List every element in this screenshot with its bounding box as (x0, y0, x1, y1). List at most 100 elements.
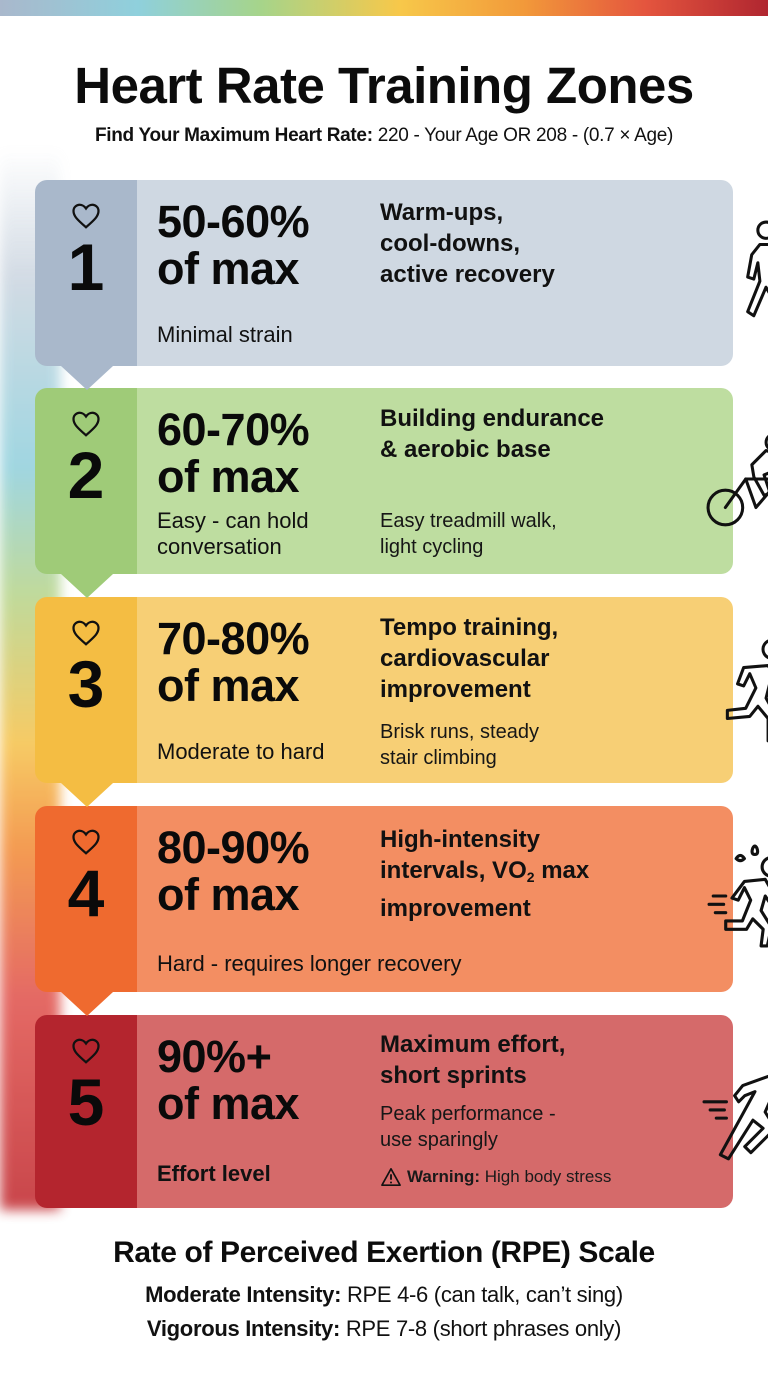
zone-number: 4 (67, 856, 105, 930)
heart-outline-icon (72, 1038, 100, 1064)
zone-purpose: High-intensity intervals, VO2 max improv… (380, 824, 589, 924)
zone-pointer (61, 992, 113, 1016)
zone-tab-3: 3 (35, 597, 137, 807)
of-max-label: of max (157, 869, 300, 920)
of-max-label: of max (157, 1078, 300, 1129)
zone-body-3: 70-80% of max Moderate to hard Tempo tra… (137, 597, 768, 783)
example-line: stair climbing (380, 747, 497, 769)
effort-description: Hard - requires longer recovery (157, 951, 462, 976)
subscript-2: 2 (526, 869, 535, 885)
example-line: Peak performance - (380, 1103, 556, 1125)
purpose-line: & aerobic base (380, 436, 551, 463)
zone-card-4: 4 80-90% of max Hard - requires longer r… (35, 806, 768, 1016)
purpose-line: short sprints (380, 1062, 527, 1089)
purpose-line: Building endurance (380, 405, 605, 432)
of-max-label: of max (157, 243, 300, 294)
rpe-vigorous-text: RPE 7-8 (short phrases only) (340, 1316, 622, 1341)
zone-percent: 50-60% of max (157, 196, 310, 294)
rpe-title: Rate of Perceived Exertion (RPE) Scale (113, 1236, 655, 1269)
zone-card-5: 5 90%+ of max Effort level Maximum effor… (35, 1015, 768, 1208)
percent-range: 50-60% (157, 196, 310, 247)
rpe-moderate-label: Moderate Intensity: (145, 1282, 342, 1307)
percent-range: 70-80% (157, 613, 310, 664)
example-line: Easy treadmill walk, (380, 510, 557, 532)
effort-line: Easy - can hold (157, 508, 309, 533)
effort-description: Easy - can hold conversation (157, 508, 309, 560)
purpose-line: intervals, VO2 max (380, 855, 589, 893)
zone-body-5: 90%+ of max Effort level Maximum effort,… (137, 1015, 768, 1208)
rpe-moderate-text: RPE 4-6 (can talk, can’t sing) (341, 1282, 623, 1307)
running-person-icon (725, 639, 768, 743)
purpose-line: cardiovascular (380, 645, 550, 672)
zone-purpose: Maximum effort, short sprints (380, 1029, 565, 1091)
purpose-line: improvement (380, 676, 531, 703)
zone-purpose: Warm-ups, cool-downs, active recovery (380, 197, 555, 290)
cycling-person-icon (706, 434, 768, 527)
zone-tab-1: 1 (35, 180, 137, 390)
zone-body-2: 60-70% of max Easy - can hold conversati… (137, 388, 768, 574)
rpe-vigorous: Vigorous Intensity: RPE 7-8 (short phras… (0, 1316, 768, 1342)
heart-outline-icon (72, 829, 100, 855)
zone-percent: 60-70% of max (157, 404, 310, 502)
example-line: light cycling (380, 536, 484, 558)
purpose-line: cool-downs, (380, 230, 520, 257)
zone-percent: 70-80% of max (157, 613, 310, 711)
page-title: Heart Rate Training Zones (74, 57, 694, 114)
example-activities: Easy treadmill walk, light cycling (380, 508, 557, 560)
zone-percent: 80-90% of max (157, 822, 310, 920)
percent-range: 80-90% (157, 822, 310, 873)
zone-card-3: 3 70-80% of max Moderate to hard Tempo t… (35, 597, 768, 807)
rpe-moderate: Moderate Intensity: RPE 4-6 (can talk, c… (0, 1282, 768, 1308)
heart-outline-icon (72, 411, 100, 437)
sprinting-person-icon (702, 1074, 768, 1161)
warning-label: Warning: (407, 1167, 481, 1186)
purpose-line: active recovery (380, 261, 555, 288)
zone-card-2: 2 60-70% of max Easy - can hold conversa… (35, 388, 768, 598)
warning-note: Warning: High body stress (380, 1167, 611, 1187)
warning-triangle-icon (381, 1168, 401, 1186)
effort-description: Effort level (157, 1161, 271, 1186)
purpose-line: Warm-ups, (380, 199, 504, 226)
of-max-label: of max (157, 660, 300, 711)
zone-number: 3 (67, 647, 105, 721)
example-activities: Peak performance - use sparingly (380, 1101, 556, 1153)
purpose-text: intervals, VO (380, 857, 527, 884)
of-max-label: of max (157, 451, 300, 502)
purpose-line: Tempo training, (380, 614, 559, 641)
effort-description: Moderate to hard (157, 739, 325, 764)
sweating-runner-icon (707, 844, 768, 948)
heart-outline-icon (72, 203, 100, 229)
zone-card-1: 1 50-60% of max Minimal strain Warm-ups,… (35, 180, 768, 390)
rpe-vigorous-label: Vigorous Intensity: (146, 1316, 341, 1341)
zone-body-4: 80-90% of max Hard - requires longer rec… (137, 806, 768, 992)
heart-outline-icon (72, 620, 100, 646)
zone-number: 5 (67, 1065, 105, 1139)
example-line: use sparingly (380, 1129, 498, 1151)
zone-pointer (61, 783, 113, 807)
zone-tab-5: 5 (35, 1015, 137, 1208)
effort-line: conversation (157, 534, 282, 559)
effort-description: Minimal strain (157, 322, 293, 347)
top-gradient-bar (0, 0, 768, 16)
zone-percent: 90%+ of max (157, 1031, 300, 1129)
zone-body-1: 50-60% of max Minimal strain Warm-ups, c… (137, 180, 768, 366)
zone-number: 2 (67, 438, 105, 512)
formula-label: Find Your Maximum Heart Rate: (94, 125, 373, 146)
max-hr-formula: Find Your Maximum Heart Rate: 220 - Your… (0, 125, 768, 147)
purpose-text: max (534, 857, 590, 884)
zone-purpose: Tempo training, cardiovascular improveme… (380, 612, 558, 705)
purpose-line: improvement (380, 895, 531, 922)
walking-person-icon (746, 220, 768, 318)
example-line: Brisk runs, steady (380, 721, 539, 743)
zone-pointer (61, 574, 113, 598)
zone-pointer (61, 366, 113, 390)
zone-purpose: Building endurance & aerobic base (380, 403, 604, 465)
zone-number: 1 (67, 230, 105, 304)
warning-text: High body stress (480, 1167, 612, 1186)
zone-tab-4: 4 (35, 806, 137, 1016)
formula-value: 220 - Your Age OR 208 - (0.7 × Age) (372, 125, 674, 146)
purpose-line: Maximum effort, (380, 1031, 566, 1058)
example-activities: Brisk runs, steady stair climbing (380, 719, 539, 771)
percent-range: 90%+ (157, 1031, 272, 1082)
percent-range: 60-70% (157, 404, 310, 455)
